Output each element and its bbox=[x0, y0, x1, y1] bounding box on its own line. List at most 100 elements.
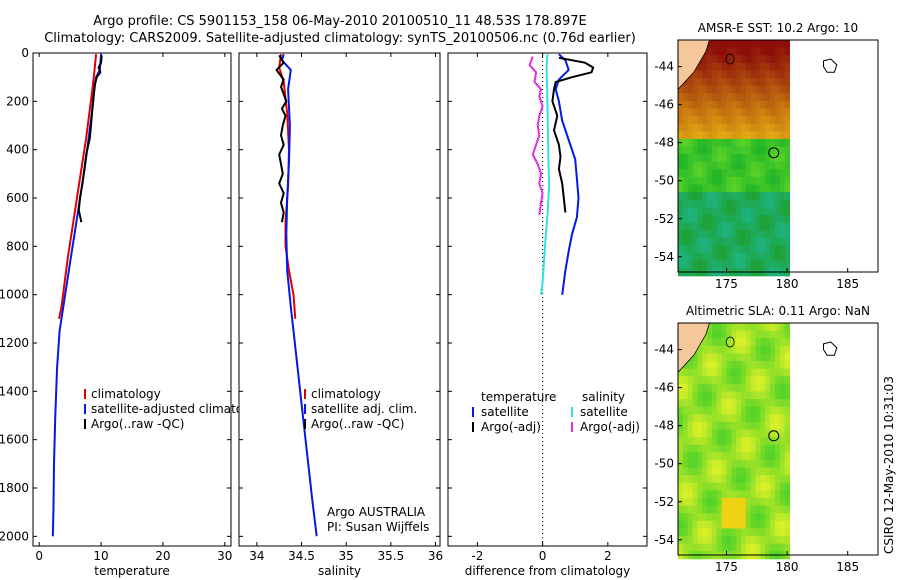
field-cell bbox=[750, 47, 757, 56]
field-cell bbox=[774, 323, 781, 332]
field-cell bbox=[716, 85, 723, 94]
field-cell bbox=[784, 361, 791, 370]
field-cell bbox=[770, 100, 776, 109]
field-cell bbox=[745, 376, 752, 385]
argo-location-marker bbox=[768, 147, 780, 159]
field-cell bbox=[721, 252, 727, 262]
field-cell bbox=[779, 421, 786, 430]
field-cell bbox=[721, 237, 727, 246]
field-cell bbox=[736, 260, 742, 269]
field-cell bbox=[711, 345, 718, 354]
field-cell bbox=[779, 154, 786, 163]
field-cell bbox=[721, 330, 727, 339]
field-cell bbox=[682, 199, 689, 208]
field-cell bbox=[741, 192, 747, 201]
field-cell bbox=[716, 399, 723, 408]
series-line-cyan bbox=[540, 54, 551, 295]
field-cell bbox=[770, 169, 776, 178]
field-cell bbox=[716, 207, 723, 216]
field-cell bbox=[678, 146, 684, 155]
field-cell bbox=[682, 376, 689, 385]
field-cell bbox=[745, 184, 752, 193]
field-cell bbox=[721, 361, 727, 370]
field-cell bbox=[774, 176, 781, 186]
field-cell bbox=[721, 437, 727, 446]
field-cell bbox=[682, 245, 689, 254]
field-cell bbox=[702, 505, 708, 514]
field-cell bbox=[711, 528, 718, 537]
field-cell bbox=[745, 535, 752, 545]
field-cell bbox=[755, 437, 761, 446]
field-cell bbox=[760, 520, 766, 529]
field-cell bbox=[760, 475, 766, 484]
field-cell bbox=[774, 406, 781, 415]
field-cell bbox=[760, 116, 766, 125]
field-cell bbox=[760, 414, 766, 423]
field-cell bbox=[682, 154, 689, 163]
field-cell bbox=[750, 260, 757, 269]
field-cell bbox=[745, 543, 752, 552]
field-cell bbox=[745, 421, 752, 430]
field-cell bbox=[741, 444, 747, 453]
field-cell bbox=[745, 40, 752, 49]
field-cell bbox=[731, 459, 737, 469]
field-cell bbox=[741, 520, 747, 529]
field-cell bbox=[731, 543, 737, 552]
field-cell bbox=[736, 421, 742, 430]
field-cell bbox=[755, 230, 761, 239]
field-cell bbox=[770, 368, 776, 377]
field-cell bbox=[750, 497, 757, 507]
field-cell bbox=[731, 475, 737, 484]
field-cell bbox=[770, 108, 776, 117]
field-cell bbox=[697, 207, 703, 216]
field-cell bbox=[765, 505, 771, 514]
field-cell bbox=[697, 192, 703, 201]
field-cell bbox=[770, 345, 776, 354]
legend-title-temperature: temperature bbox=[481, 390, 556, 404]
field-cell bbox=[745, 85, 752, 94]
field-cell bbox=[765, 323, 771, 332]
field-cell bbox=[702, 383, 708, 392]
field-cell bbox=[682, 100, 689, 109]
field-cell bbox=[726, 192, 732, 201]
field-cell bbox=[726, 93, 732, 102]
field-cell bbox=[707, 207, 713, 216]
field-cell bbox=[692, 482, 698, 491]
field-cell bbox=[760, 245, 766, 254]
field-cell bbox=[687, 475, 694, 484]
field-cell bbox=[736, 368, 742, 377]
field-cell bbox=[755, 222, 761, 231]
field-cell bbox=[731, 353, 737, 362]
field-cell bbox=[726, 414, 732, 423]
profile-panel-2: 34 34.5 35 35.5 36 salinity climatologysatelli… bbox=[238, 52, 443, 578]
field-cell bbox=[721, 78, 727, 87]
field-cell bbox=[697, 505, 703, 514]
field-cell bbox=[741, 230, 747, 239]
field-cell bbox=[682, 520, 689, 529]
field-cell bbox=[692, 429, 698, 438]
field-cell bbox=[702, 406, 708, 415]
field-cell bbox=[731, 40, 737, 49]
field-cell bbox=[707, 260, 713, 269]
field-cell bbox=[707, 330, 713, 339]
field-cell bbox=[774, 138, 781, 147]
field-cell bbox=[779, 338, 786, 347]
field-cell bbox=[779, 482, 786, 491]
field-cell bbox=[707, 100, 713, 109]
field-cell bbox=[707, 78, 713, 87]
field-cell bbox=[702, 475, 708, 484]
field-cell bbox=[721, 245, 727, 254]
field-cell bbox=[741, 93, 747, 102]
field-cell bbox=[770, 520, 776, 529]
field-cell bbox=[682, 361, 689, 370]
field-cell bbox=[750, 383, 757, 392]
field-cell bbox=[687, 497, 694, 507]
field-cell bbox=[774, 123, 781, 132]
field-cell bbox=[736, 459, 742, 469]
field-cell bbox=[692, 230, 698, 239]
field-cell bbox=[779, 100, 786, 109]
field-cell bbox=[716, 505, 723, 514]
field-cell bbox=[711, 383, 718, 392]
field-cell bbox=[721, 131, 727, 140]
field-cell bbox=[774, 520, 781, 529]
